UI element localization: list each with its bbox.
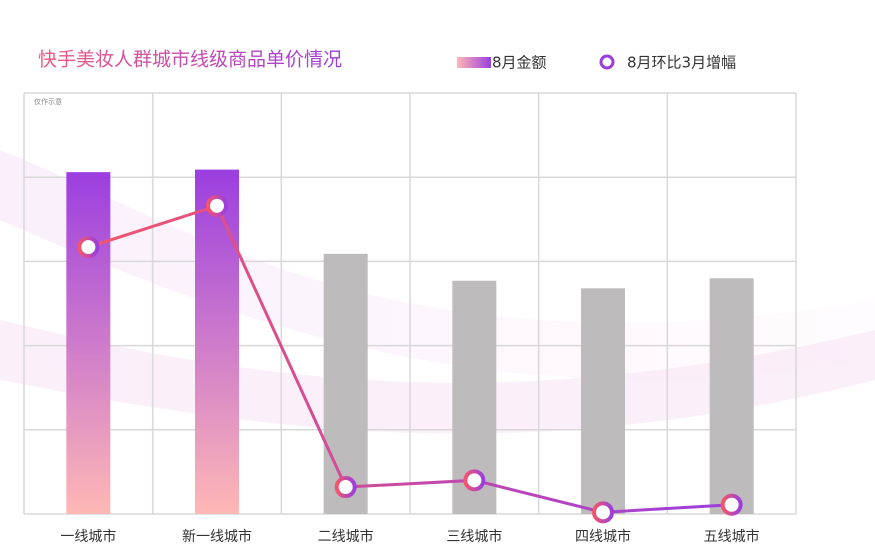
bar: [581, 288, 625, 514]
watermark-note: 仅作示意: [34, 97, 62, 106]
bar: [195, 169, 239, 514]
x-tick-label: 二线城市: [318, 528, 374, 545]
chart-title: 快手美妆人群城市线级商品单价情况: [38, 49, 342, 71]
x-tick-label: 一线城市: [60, 528, 116, 545]
line-marker: [77, 236, 100, 259]
line-marker: [720, 493, 743, 516]
x-tick-label: 三线城市: [446, 528, 502, 545]
legend-marker: [599, 54, 615, 70]
bar: [323, 253, 368, 514]
line-marker: [592, 501, 614, 524]
line-marker: [334, 476, 357, 499]
legend: 8月金额 8月环比3月增幅: [457, 54, 736, 72]
x-tick-label: 五线城市: [704, 528, 760, 545]
bar: [66, 172, 111, 514]
line-marker: [463, 469, 486, 492]
x-tick-label: 新一线城市: [182, 528, 252, 545]
line-marker: [206, 194, 228, 217]
x-tick-label: 四线城市: [575, 528, 631, 545]
line: [87, 203, 732, 514]
legend-swatch: [457, 57, 491, 68]
legend-label: 8月金额: [492, 54, 547, 72]
bar: [709, 278, 754, 514]
legend-label: 8月环比3月增幅: [627, 54, 736, 72]
